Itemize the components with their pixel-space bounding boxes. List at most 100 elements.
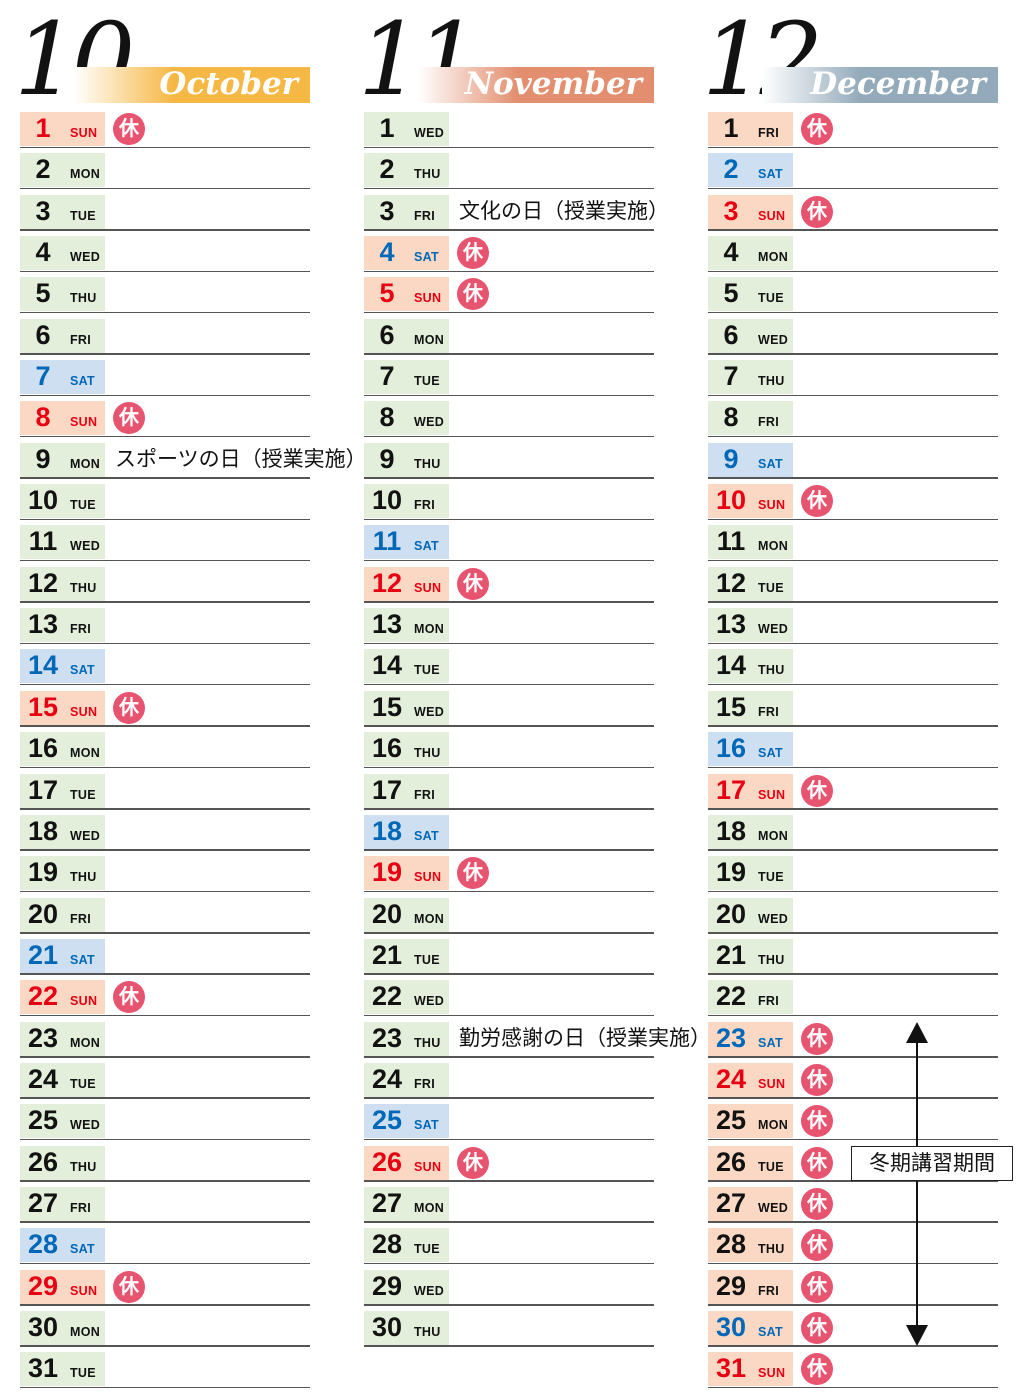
day-cell: 30 THU: [364, 1310, 449, 1345]
day-row: 17 TUE: [20, 773, 310, 815]
day-of-week-label: WED: [414, 415, 445, 430]
day-of-week-label: TUE: [414, 663, 440, 678]
day-cell: 3 SUN: [708, 194, 793, 229]
day-row: 23 SAT 休: [708, 1021, 998, 1063]
day-strip: 13 WED: [708, 608, 998, 643]
day-cell: 12 THU: [20, 566, 105, 601]
row-divider: [20, 849, 310, 851]
day-cell: 31 SUN: [708, 1352, 793, 1387]
day-row: 7 TUE: [364, 360, 654, 401]
holiday-badge: 休: [801, 774, 833, 807]
day-strip: 19 TUE: [708, 856, 998, 891]
holiday-note: 勤労感謝の日（授業実施）: [459, 1026, 711, 1050]
day-row: 28 THU 休: [708, 1228, 998, 1269]
day-row: 12 THU: [20, 566, 310, 608]
row-divider: [364, 683, 654, 686]
day-of-week-label: SAT: [758, 167, 783, 182]
day-strip: 4 SAT 休: [364, 236, 654, 271]
day-row: 26 SUN 休: [364, 1145, 654, 1187]
row-divider: [20, 725, 310, 727]
date-number: 7: [35, 361, 51, 392]
date-number: 16: [27, 733, 59, 764]
day-cell: 25 SAT: [364, 1104, 449, 1139]
day-row: 28 SAT: [20, 1228, 310, 1269]
day-of-week-label: MON: [70, 167, 101, 182]
day-row: 4 SAT 休: [364, 236, 654, 277]
row-divider: [708, 642, 998, 645]
date-number: 8: [35, 402, 51, 433]
date-number: 23: [27, 1022, 59, 1053]
day-cell: 13 FRI: [20, 608, 105, 643]
date-number: 27: [371, 1187, 403, 1218]
day-strip: 16 MON: [20, 732, 310, 767]
day-row: 23 THU 勤労感謝の日（授業実施）: [364, 1021, 711, 1063]
day-cell: 7 SAT: [20, 360, 105, 395]
holiday-badge: 休: [457, 1146, 489, 1179]
day-of-week-label: SAT: [70, 1242, 95, 1257]
day-of-week-label: FRI: [758, 415, 780, 430]
day-cell: 8 FRI: [708, 401, 793, 436]
row-divider: [708, 559, 998, 562]
day-of-week-label: SUN: [70, 704, 98, 719]
row-divider: [364, 1221, 654, 1223]
day-row: 1 SUN 休: [20, 112, 310, 153]
day-row: 16 MON: [20, 732, 310, 773]
day-row: 2 THU: [364, 153, 654, 194]
day-strip: 21 THU: [708, 938, 998, 973]
date-number: 20: [371, 898, 403, 929]
day-row: 9 THU: [364, 442, 654, 484]
day-cell: 31 TUE: [20, 1352, 105, 1387]
day-cell: 13 MON: [364, 608, 449, 643]
day-of-week-label: TUE: [70, 208, 96, 223]
day-of-week-label: FRI: [414, 1076, 436, 1091]
day-strip: 4 WED: [20, 236, 310, 271]
day-of-week-label: SAT: [70, 952, 95, 967]
day-row: 22 FRI: [708, 980, 998, 1021]
day-strip: 5 SUN 休: [364, 277, 654, 312]
date-number: 9: [35, 443, 51, 474]
month-name: November: [464, 66, 642, 102]
row-divider: [20, 270, 310, 273]
row-divider: [708, 1304, 998, 1306]
day-of-week-label: WED: [414, 126, 445, 140]
day-strip: 15 SUN 休: [20, 690, 310, 725]
day-row: 20 MON: [364, 897, 654, 939]
day-of-week-label: FRI: [414, 498, 436, 513]
date-number: 10: [715, 485, 747, 516]
day-of-week-label: MON: [414, 1200, 445, 1215]
date-number: 26: [371, 1146, 403, 1177]
date-number: 28: [715, 1229, 747, 1260]
day-strip: 3 TUE: [20, 194, 310, 229]
row-divider: [20, 1180, 310, 1182]
day-cell: 4 MON: [708, 236, 793, 271]
holiday-badge: 休: [113, 981, 145, 1014]
row-divider: [20, 1304, 310, 1306]
row-divider: [364, 642, 654, 645]
day-cell: 13 WED: [708, 608, 793, 643]
date-number: 27: [27, 1187, 59, 1218]
row-divider: [364, 311, 654, 314]
row-divider: [20, 1262, 310, 1265]
day-strip: 10 SUN 休: [708, 484, 998, 519]
date-number: 15: [371, 691, 403, 722]
day-cell: 23 SAT: [708, 1021, 793, 1056]
day-strip: 2 THU: [364, 153, 654, 188]
day-strip: 25 MON 休: [708, 1104, 998, 1139]
day-of-week-label: SUN: [414, 1159, 442, 1174]
day-strip: 28 SAT: [20, 1228, 310, 1263]
day-strip: 15 WED: [364, 690, 654, 725]
date-number: 12: [27, 567, 59, 598]
row-divider: [20, 601, 310, 603]
day-row: 8 SUN 休: [20, 401, 310, 442]
day-cell: 16 THU: [364, 732, 449, 767]
day-strip: 19 SUN 休: [364, 856, 654, 891]
row-divider: [364, 1262, 654, 1265]
day-row: 3 FRI 文化の日（授業実施）: [364, 194, 669, 236]
day-cell: 1 SUN: [20, 112, 105, 146]
day-row: 7 THU: [708, 360, 998, 401]
date-number: 4: [35, 237, 51, 268]
day-cell: 8 WED: [364, 401, 449, 436]
day-of-week-label: MON: [414, 332, 445, 347]
day-row: 11 SAT: [364, 525, 654, 566]
day-row: 7 SAT: [20, 360, 310, 401]
